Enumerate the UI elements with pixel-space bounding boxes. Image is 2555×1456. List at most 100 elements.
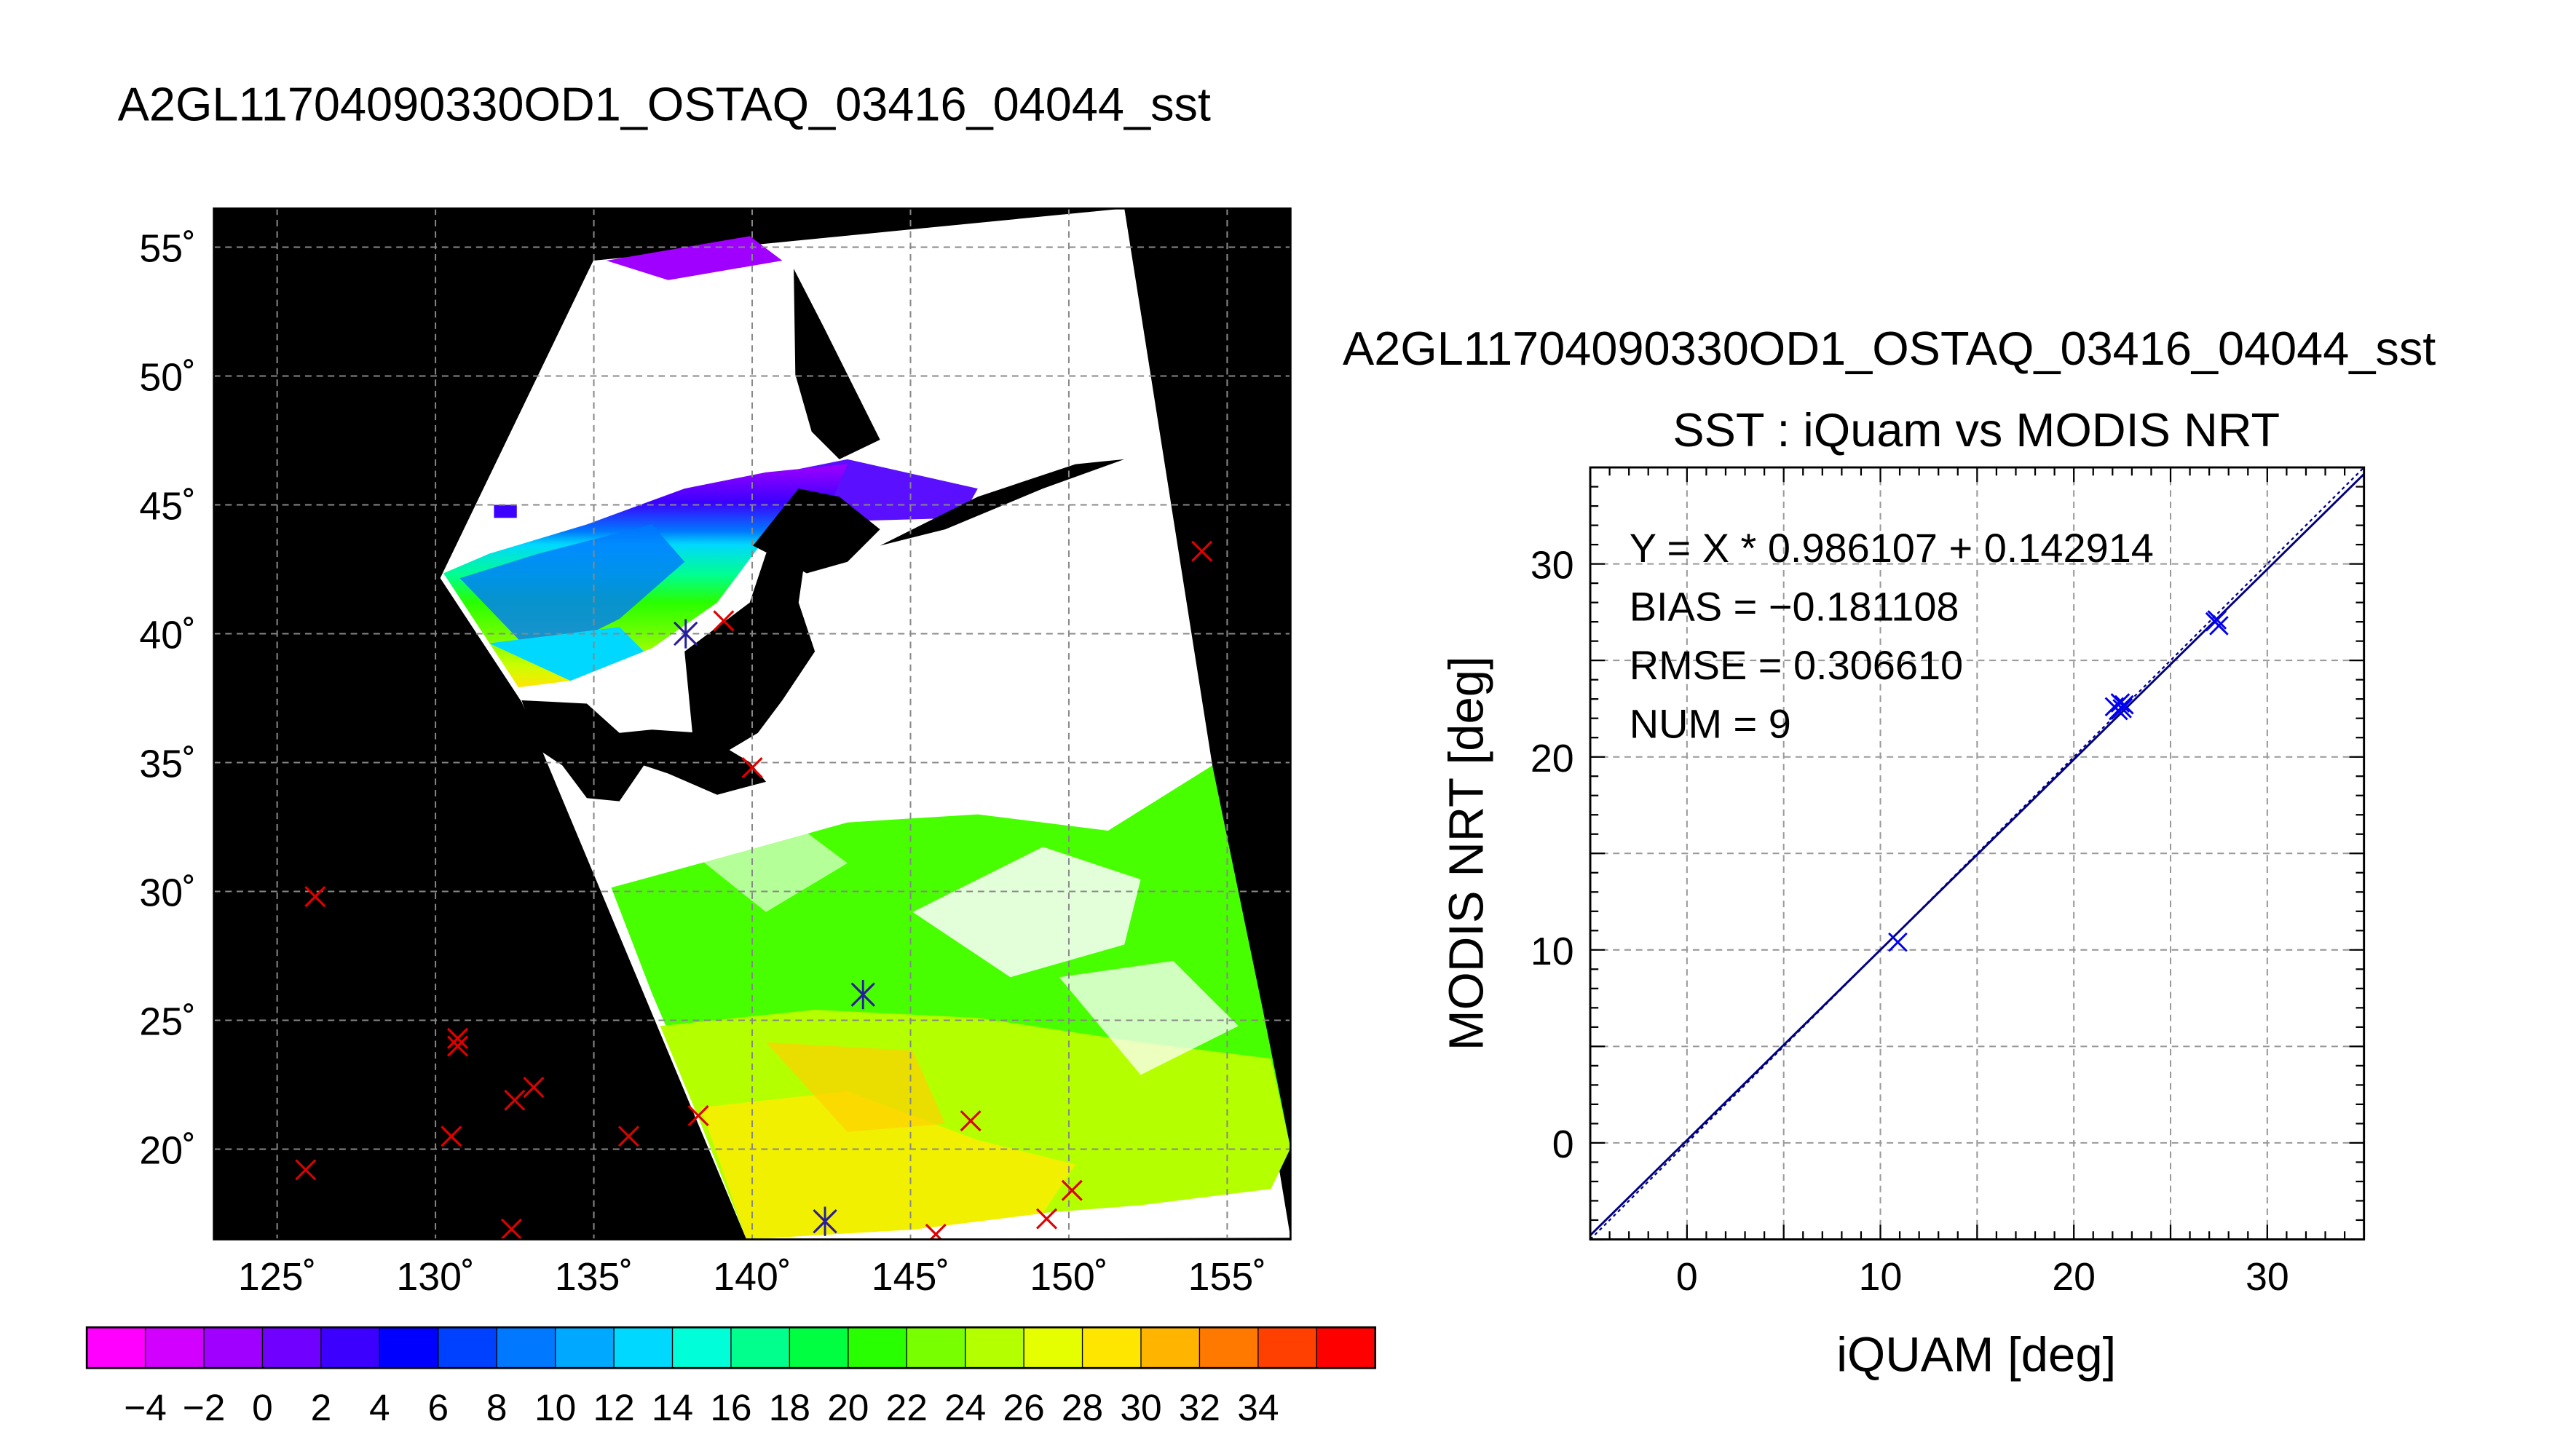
lon-tick-label: 150˚ (1030, 1255, 1107, 1299)
insitu-marker (1191, 540, 1213, 562)
lat-tick-label: 35˚ (139, 743, 196, 786)
map-grid (213, 208, 1291, 1240)
colorbar-label: 12 (593, 1386, 634, 1428)
colorbar-label: −2 (183, 1386, 226, 1428)
x-tick-label: 0 (1676, 1255, 1698, 1299)
colorbar-cell (1257, 1327, 1318, 1369)
x-tick-label: 30 (2246, 1255, 2289, 1299)
colorbar-cell (907, 1327, 966, 1369)
colorbar-cell (1024, 1327, 1083, 1369)
lat-tick-label: 30˚ (139, 871, 196, 915)
land-hokkaido (753, 488, 880, 574)
colorbar-cell (1082, 1327, 1142, 1369)
x-tick-label: 10 (1859, 1255, 1903, 1299)
colorbar-cell (438, 1327, 498, 1369)
colorbar-border (85, 1326, 1377, 1369)
scatter-header: A2GL11704090330OD1_OSTAQ_03416_04044_sst (1343, 322, 2436, 375)
colorbar-cell (204, 1327, 264, 1369)
x-tick-label: 20 (2052, 1255, 2096, 1299)
insitu-marker (617, 1125, 639, 1147)
map-border (213, 207, 1292, 1241)
colorbar-cell (497, 1327, 556, 1369)
colorbar-cell (320, 1327, 381, 1369)
colorbar-label: 8 (486, 1386, 508, 1428)
matched-marker (674, 619, 698, 649)
land-sakhalin (794, 269, 880, 459)
scatter-plot: A2GL11704090330OD1_OSTAQ_03416_04044_sst… (1343, 322, 2436, 1382)
colorbar-label: 6 (427, 1386, 449, 1428)
scatter-title: SST : iQuam vs MODIS NRT (1673, 403, 2280, 456)
longitude-tick-labels: 125˚ 130˚ 135˚ 140˚ 145˚ 150˚ 155˚ (238, 1255, 1266, 1299)
lat-tick-label: 55˚ (139, 227, 196, 271)
scatter-point (2112, 699, 2132, 719)
stats-num: NUM = 9 (1630, 700, 1791, 746)
lon-tick-label: 140˚ (713, 1255, 791, 1299)
japan-sea-south (459, 524, 685, 660)
insitu-marker (713, 610, 735, 632)
lat-tick-label: 40˚ (139, 614, 196, 657)
insitu-marker (960, 1110, 982, 1132)
insitu-marker (504, 1089, 526, 1111)
colorbar-cells (87, 1327, 1376, 1369)
colorbar-cell (789, 1327, 849, 1369)
colorbar-label: 26 (1003, 1386, 1045, 1428)
sst-colorbar: −4 −2 0 2 4 6 8 10 12 14 16 18 20 22 24 26 28 30 32 34 (85, 1326, 1377, 1428)
colorbar-label: −4 (124, 1386, 167, 1428)
colorbar-label: 34 (1237, 1386, 1279, 1428)
y-tick-label: 20 (1531, 737, 1574, 780)
colorbar-label: 18 (769, 1386, 810, 1428)
lon-tick-label: 155˚ (1188, 1255, 1266, 1299)
matched-marker (813, 1206, 837, 1236)
colorbar-label: 16 (710, 1386, 751, 1428)
pacific-sst-warm (766, 1042, 946, 1132)
colorbar-label: 28 (1062, 1386, 1103, 1428)
land-honshu (684, 521, 816, 753)
colorbar-cell (1199, 1327, 1259, 1369)
insitu-marker (500, 1218, 523, 1240)
insitu-marker (1061, 1179, 1083, 1201)
scatter-point (2110, 693, 2131, 713)
colorbar-label: 0 (252, 1386, 273, 1428)
colorbar-label: 14 (652, 1386, 693, 1428)
scatter-point (2207, 610, 2227, 630)
y-tick-label: 30 (1531, 544, 1574, 587)
small-sst-patch (494, 505, 517, 518)
lon-tick-label: 135˚ (555, 1255, 633, 1299)
lat-tick-label: 25˚ (139, 1000, 196, 1044)
plot-frame (1589, 466, 2366, 1241)
matched-marker (850, 980, 875, 1010)
insitu-marker (687, 1104, 709, 1127)
colorbar-cell (730, 1327, 791, 1369)
scatter-point (2209, 616, 2229, 636)
colorbar-cell (965, 1327, 1025, 1369)
y-axis-label: MODIS NRT [deg] (1439, 656, 1493, 1051)
colorbar-label: 22 (886, 1386, 928, 1428)
colorbar-cell (145, 1327, 205, 1369)
lon-tick-label: 145˚ (872, 1255, 949, 1299)
insitu-marker (925, 1223, 947, 1240)
y-tick-label: 10 (1531, 930, 1574, 973)
colorbar-cell (555, 1327, 615, 1369)
map-image (213, 208, 1291, 1240)
insitu-marker (295, 1159, 317, 1181)
main-title: A2GL11704090330OD1_OSTAQ_03416_04044_sst (118, 78, 1211, 131)
insitu-marker (447, 1035, 469, 1057)
scatter-point (2114, 695, 2134, 715)
y-tick-label: 0 (1552, 1123, 1574, 1166)
colorbar-label: 30 (1120, 1386, 1161, 1428)
colorbar-cell (1140, 1327, 1201, 1369)
sst-map: 125˚ 130˚ 135˚ 140˚ 145˚ 150˚ 155˚ 55˚ 50˚ 45˚ 40… (139, 207, 1292, 1299)
regression-line (1590, 473, 2364, 1236)
lon-tick-label: 125˚ (238, 1255, 316, 1299)
colorbar-label: 10 (534, 1386, 576, 1428)
x-tick-labels: 0 10 20 30 (1676, 1255, 2289, 1299)
stats-rmse: RMSE = 0.306610 (1630, 642, 1963, 688)
stats-fit-equation: Y = X * 0.986107 + 0.142914 (1630, 525, 2154, 571)
colorbar-cell (672, 1327, 732, 1369)
x-axis-label: iQUAM [deg] (1836, 1328, 2116, 1382)
insitu-marker (741, 757, 763, 779)
colorbar-label: 2 (311, 1386, 332, 1428)
scatter-point (1888, 932, 1908, 952)
colorbar-cell (848, 1327, 908, 1369)
colorbar-label: 32 (1179, 1386, 1220, 1428)
